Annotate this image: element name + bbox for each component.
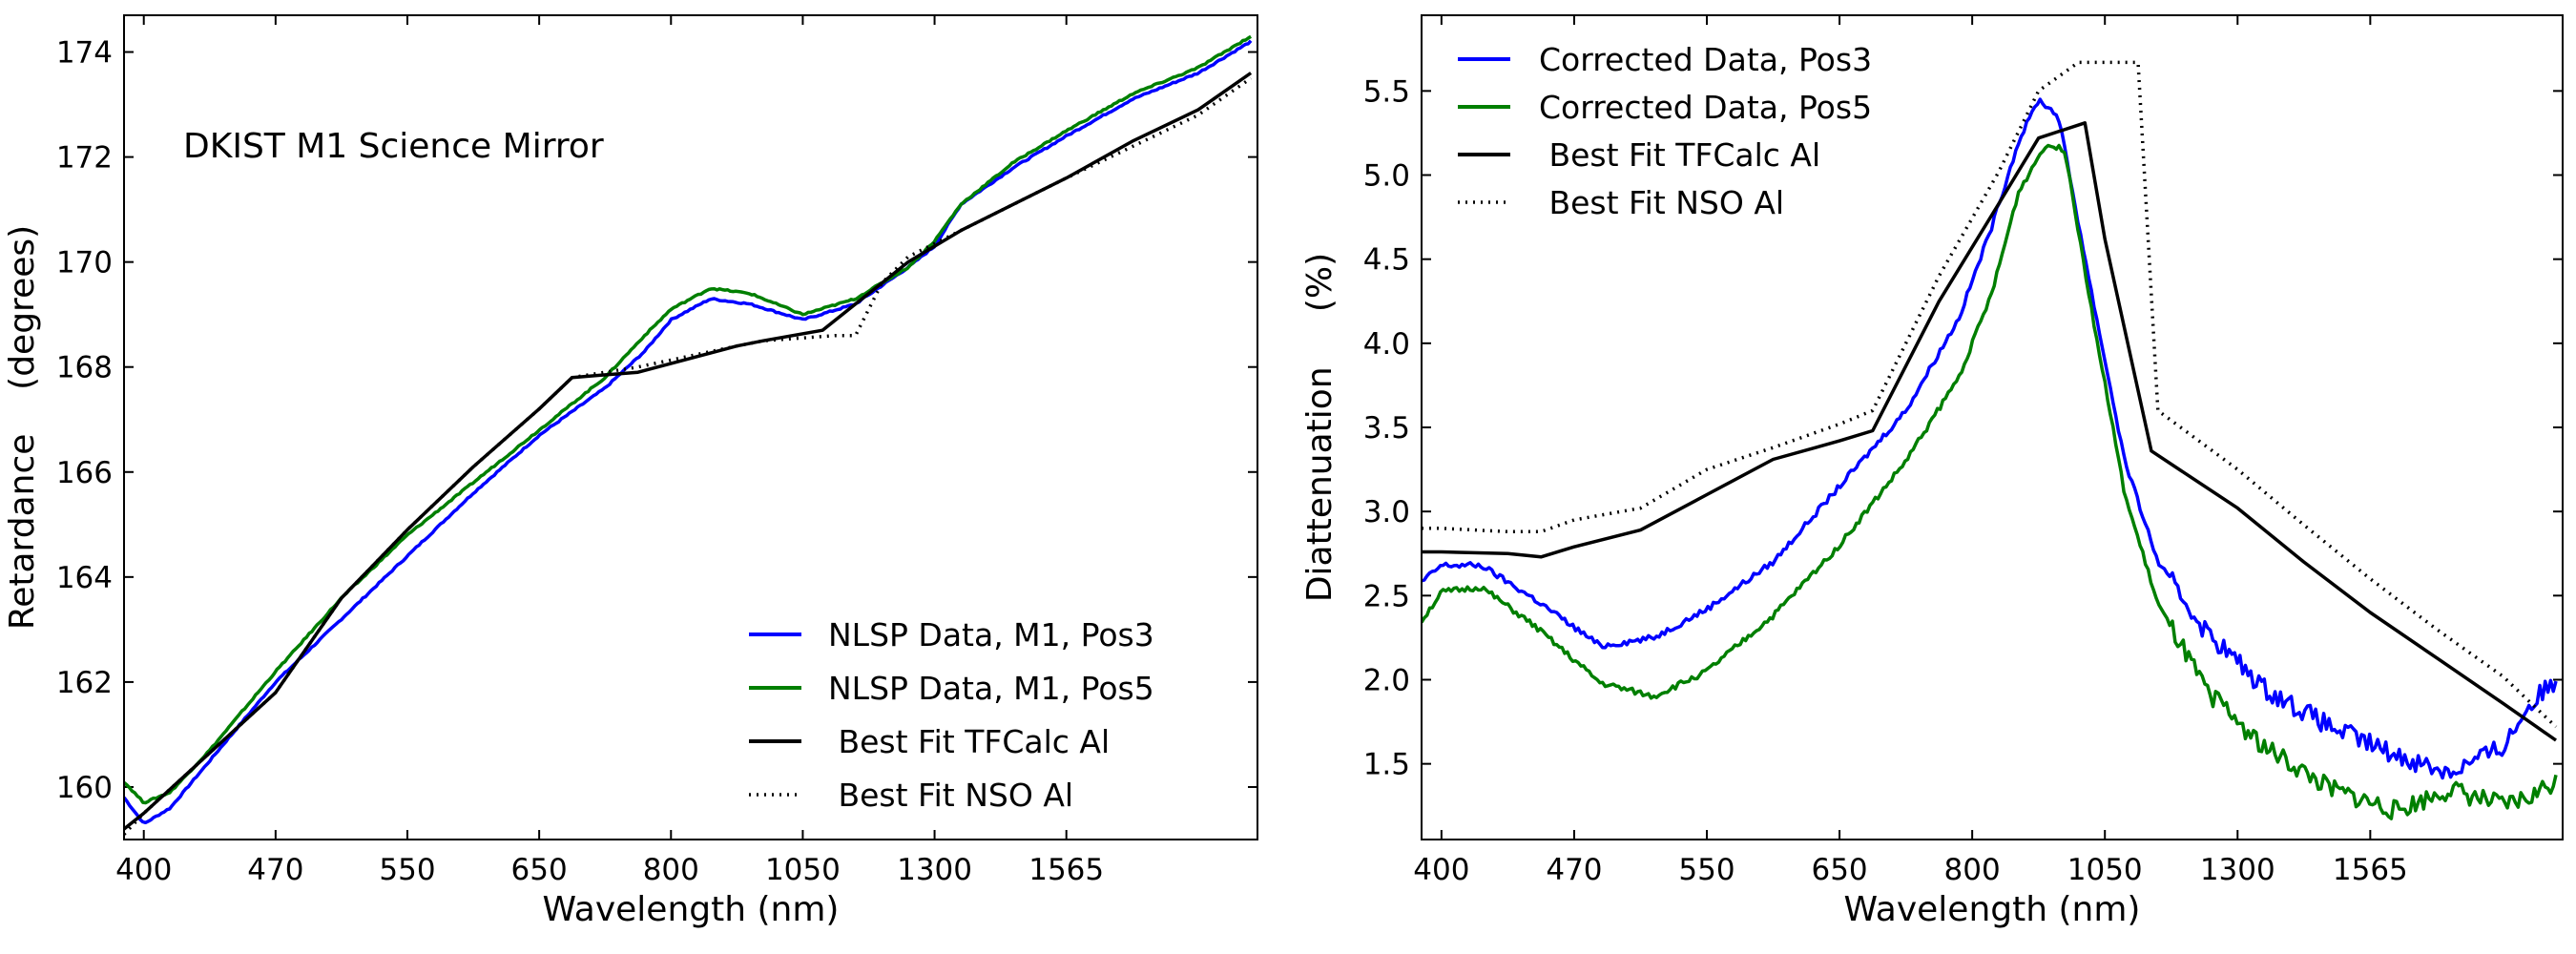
retardance-y-tick-label: 162	[56, 666, 113, 700]
retardance-series-line-2	[124, 34, 1253, 805]
diattenuation-series-line-3	[1422, 121, 2558, 742]
diattenuation-y-tick-label: 2.0	[1363, 663, 1410, 697]
retardance-y-tick-label: 164	[56, 561, 113, 595]
retardance-legend-label-1: NLSP Data, M1, Pos3	[828, 616, 1154, 653]
diattenuation-y-axis-title: Diattenuation (%)	[1300, 253, 1340, 602]
retardance-legend-label-3: Best Fit TFCalc Al	[828, 723, 1110, 760]
retardance-legend-label-2: NLSP Data, M1, Pos5	[828, 670, 1154, 707]
diattenuation-x-tick-label: 1300	[2200, 853, 2275, 887]
diattenuation-legend: Corrected Data, Pos3 Corrected Data, Pos5…	[1458, 41, 1872, 221]
diattenuation-legend-label-4: Best Fit NSO Al	[1539, 184, 1784, 221]
diattenuation-x-tick-label: 1565	[2333, 853, 2408, 887]
diattenuation-x-tick-label: 550	[1678, 853, 1735, 887]
diattenuation-legend-label-3: Best Fit TFCalc Al	[1539, 136, 1820, 174]
retardance-series-line-1	[124, 39, 1253, 825]
diattenuation-series	[1422, 60, 2558, 820]
diattenuation-legend-label-1: Corrected Data, Pos3	[1539, 41, 1872, 78]
retardance-x-tick-label: 1300	[897, 853, 972, 887]
retardance-y-tick-label: 170	[56, 246, 113, 280]
diattenuation-y-tick-label: 3.0	[1363, 495, 1410, 529]
diattenuation-y-tick-label: 3.5	[1363, 411, 1410, 446]
diattenuation-x-tick-label: 400	[1413, 853, 1469, 887]
diattenuation-plot-frame	[1421, 14, 2564, 840]
diattenuation-ticks: 400 470 550 650 800 1050 1300 1565 1.5 2.0 2.5 3.0 3…	[1363, 15, 2563, 887]
retardance-x-tick-label: 550	[379, 853, 435, 887]
diattenuation-chart: 400 470 550 650 800 1050 1300 1565 1.5 2.0 2.5 3.0 3…	[1300, 14, 2564, 929]
retardance-ticks: 400 470 550 650 800 1050 1300 1565 160 162 164 166 1…	[56, 15, 1257, 887]
diattenuation-series-line-2	[1422, 143, 2558, 820]
retardance-series	[124, 34, 1253, 836]
retardance-y-tick-label: 166	[56, 456, 113, 490]
retardance-x-tick-label: 470	[247, 853, 303, 887]
diattenuation-x-tick-label: 1050	[2067, 853, 2143, 887]
retardance-y-tick-label: 172	[56, 141, 113, 176]
retardance-y-tick-label: 160	[56, 771, 113, 805]
diattenuation-x-axis-title: Wavelength (nm)	[1844, 890, 2141, 929]
diattenuation-x-tick-label: 650	[1811, 853, 1867, 887]
retardance-x-tick-label: 1565	[1028, 853, 1104, 887]
retardance-x-tick-label: 650	[511, 853, 568, 887]
diattenuation-x-tick-label: 800	[1944, 853, 2001, 887]
diattenuation-y-tick-label: 2.5	[1363, 579, 1410, 613]
retardance-x-tick-label: 800	[643, 853, 699, 887]
retardance-x-tick-label: 1050	[765, 853, 841, 887]
diattenuation-legend-label-2: Corrected Data, Pos5	[1539, 89, 1872, 126]
diattenuation-x-tick-label: 470	[1546, 853, 1602, 887]
diattenuation-series-line-1	[1422, 97, 2558, 780]
retardance-chart: 400 470 550 650 800 1050 1300 1565 160 162 164 166 1…	[3, 14, 1258, 929]
retardance-x-tick-label: 400	[115, 853, 172, 887]
retardance-plot-frame	[123, 14, 1258, 840]
retardance-y-axis-title: Retardance (degrees)	[3, 225, 42, 630]
retardance-x-axis-title: Wavelength (nm)	[543, 890, 840, 929]
diattenuation-y-tick-label: 5.0	[1363, 159, 1410, 194]
diattenuation-y-tick-label: 4.0	[1363, 327, 1410, 362]
retardance-legend-label-4: Best Fit NSO Al	[828, 777, 1073, 814]
retardance-y-tick-label: 168	[56, 351, 113, 385]
retardance-y-tick-label: 174	[56, 36, 113, 71]
diattenuation-y-tick-label: 1.5	[1363, 748, 1410, 782]
diattenuation-y-tick-label: 4.5	[1363, 243, 1410, 278]
retardance-annotation: DKIST M1 Science Mirror	[183, 127, 604, 166]
diattenuation-y-tick-label: 5.5	[1363, 74, 1410, 109]
retardance-legend: NLSP Data, M1, Pos3 NLSP Data, M1, Pos5 B…	[749, 616, 1154, 814]
